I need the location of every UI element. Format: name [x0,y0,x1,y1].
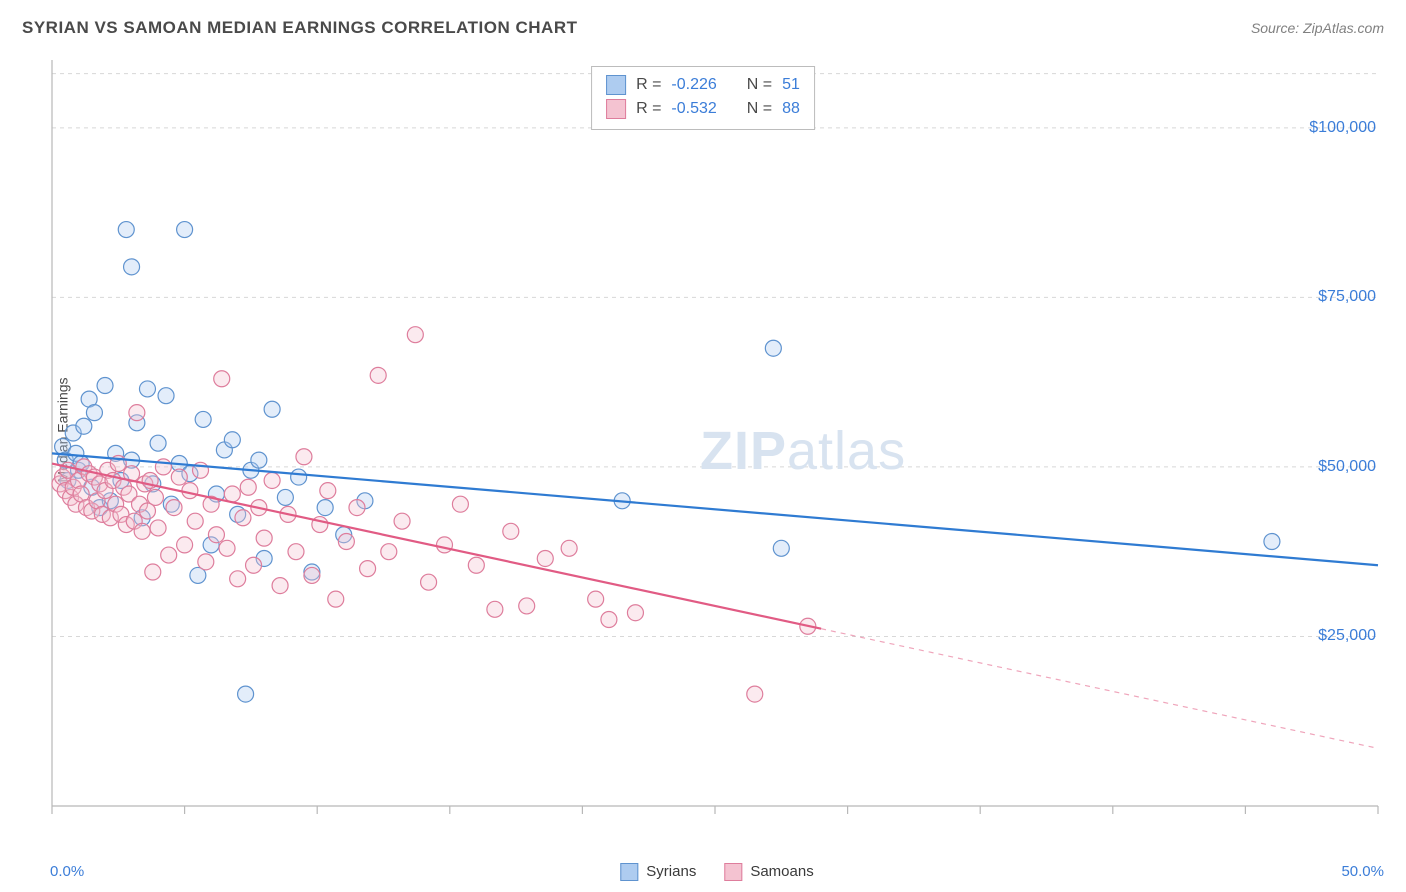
r-value: -0.226 [671,73,716,97]
r-value: -0.532 [671,97,716,121]
n-value: 88 [782,97,800,121]
x-tick-min: 0.0% [50,863,84,880]
r-label: R = [636,73,661,97]
chart-title: SYRIAN VS SAMOAN MEDIAN EARNINGS CORRELA… [22,18,577,38]
y-tick-label: $100,000 [1309,119,1376,137]
legend-swatch-syrians [606,75,626,95]
stat-row-syrians: R = -0.226 N = 51 [606,73,800,97]
chart-area [50,60,1380,820]
r-label: R = [636,97,661,121]
footer-bar: 0.0% Syrians Samoans 50.0% [50,863,1384,880]
legend-item-samoans: Samoans [724,863,813,881]
legend-label: Syrians [646,863,696,880]
bottom-legend: Syrians Samoans [620,863,813,881]
y-tick-label: $50,000 [1318,458,1376,476]
legend-swatch-samoans [606,99,626,119]
stat-legend: R = -0.226 N = 51 R = -0.532 N = 88 [591,66,815,130]
legend-swatch-icon [620,863,638,881]
n-label: N = [747,73,772,97]
y-tick-label: $25,000 [1318,627,1376,645]
n-label: N = [747,97,772,121]
header-bar: SYRIAN VS SAMOAN MEDIAN EARNINGS CORRELA… [22,18,1384,38]
stat-row-samoans: R = -0.532 N = 88 [606,97,800,121]
source-attribution: Source: ZipAtlas.com [1251,20,1384,36]
x-tick-max: 50.0% [1341,863,1384,880]
y-tick-label: $75,000 [1318,288,1376,306]
legend-swatch-icon [724,863,742,881]
n-value: 51 [782,73,800,97]
legend-label: Samoans [750,863,813,880]
scatter-svg [50,60,1380,820]
legend-item-syrians: Syrians [620,863,696,881]
